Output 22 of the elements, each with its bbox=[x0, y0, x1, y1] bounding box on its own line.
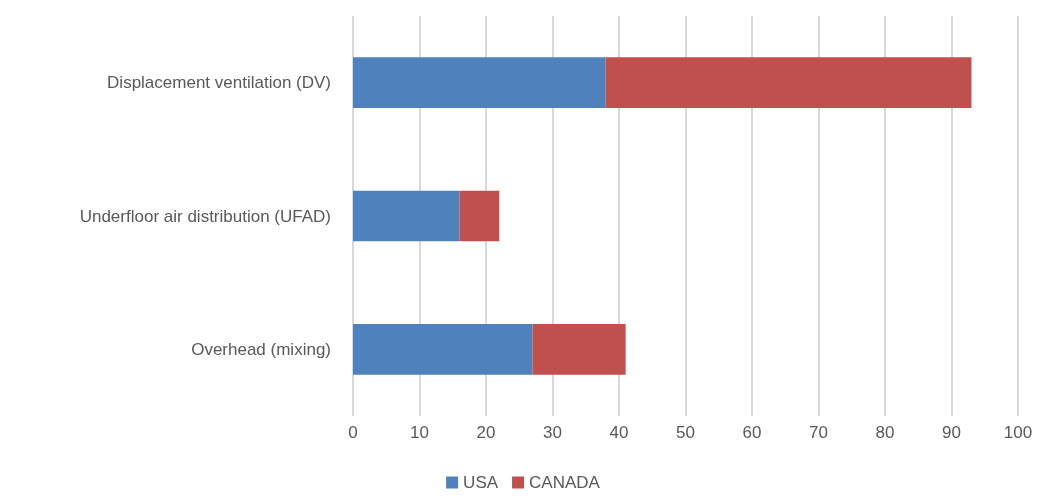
x-tick-label: 10 bbox=[410, 423, 429, 442]
x-tick-label: 40 bbox=[609, 423, 629, 442]
x-tick-label: 100 bbox=[1003, 423, 1033, 442]
bar bbox=[605, 57, 972, 108]
bar bbox=[532, 324, 626, 375]
x-tick-label: 60 bbox=[742, 423, 762, 442]
x-tick-label: 70 bbox=[809, 423, 828, 442]
y-tick-label: Overhead (mixing) bbox=[191, 339, 331, 359]
x-tick-label: 0 bbox=[348, 423, 358, 442]
x-tick-label: 50 bbox=[676, 423, 695, 442]
y-tick-label: Underfloor air distribution (UFAD) bbox=[79, 206, 331, 226]
x-tick-label: 20 bbox=[476, 423, 496, 442]
legend-label: CANADA bbox=[529, 473, 601, 492]
legend-label: USA bbox=[463, 473, 499, 492]
bar bbox=[353, 57, 606, 108]
x-tick-label: 80 bbox=[875, 423, 895, 442]
x-tick-label: 90 bbox=[942, 423, 961, 442]
x-tick-label: 30 bbox=[543, 423, 562, 442]
y-tick-label: Displacement ventilation (DV) bbox=[107, 73, 331, 93]
bar bbox=[353, 190, 460, 242]
bar bbox=[459, 190, 500, 242]
bar bbox=[353, 324, 533, 375]
